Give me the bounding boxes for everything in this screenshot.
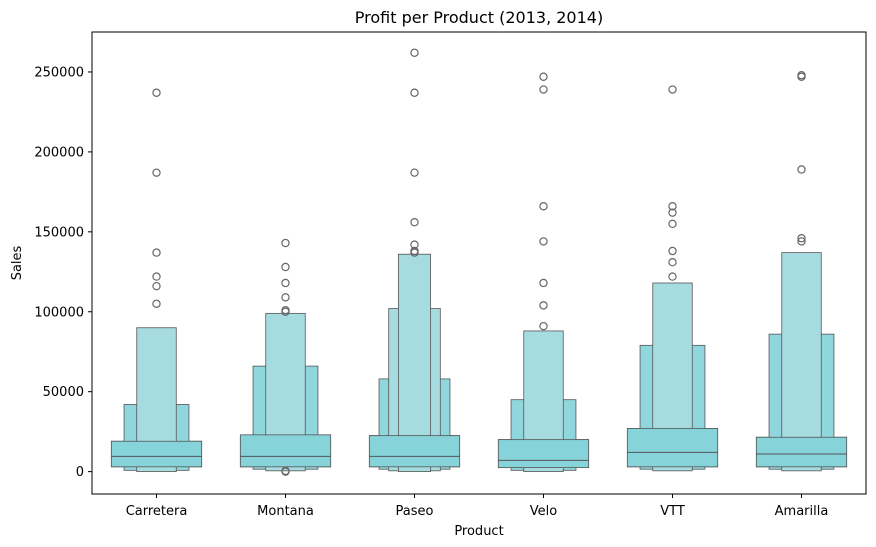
y-axis-title: Sales (10, 245, 25, 280)
x-tick-label: Carretera (126, 504, 188, 519)
y-tick-label: 0 (76, 465, 84, 480)
outlier-point (797, 165, 806, 174)
y-tick-label: 200000 (34, 145, 84, 160)
outlier-point (797, 237, 806, 246)
outlier-point (539, 278, 548, 288)
outlier-point (668, 202, 677, 211)
box-montana (239, 238, 332, 476)
x-tick-label: Amarilla (775, 504, 829, 519)
outlier-point (281, 278, 290, 288)
plot-area-frame (91, 31, 867, 495)
box-vtt (626, 85, 719, 472)
outlier-point (281, 467, 290, 476)
outlier-point (410, 248, 419, 257)
box-center (110, 440, 203, 468)
outlier-point (152, 299, 161, 308)
outlier-point (539, 72, 548, 81)
box-paseo (368, 48, 461, 473)
outlier-point (668, 85, 677, 94)
box-center (755, 436, 848, 468)
outlier-point (539, 301, 548, 310)
outlier-point (281, 238, 290, 248)
box-center (626, 428, 719, 468)
x-axis-title: Product (454, 524, 503, 539)
outlier-point (152, 248, 161, 257)
outlier-point (152, 168, 161, 177)
box-center (497, 439, 590, 469)
outlier-point (539, 202, 548, 211)
y-tick-label: 250000 (34, 65, 84, 80)
box-velo (497, 72, 590, 473)
outlier-point (410, 240, 419, 249)
outlier-point (410, 48, 419, 57)
box-center (239, 434, 332, 468)
box-center (368, 435, 461, 468)
outlier-point (668, 258, 677, 267)
outlier-point (281, 293, 290, 302)
x-tick-label: VTT (660, 504, 685, 519)
outlier-point (668, 208, 677, 217)
outlier-point (668, 272, 677, 281)
outlier-point (281, 262, 290, 272)
chart-title: Profit per Product (2013, 2014) (355, 8, 603, 27)
outlier-point (410, 88, 419, 97)
box-level (781, 252, 822, 472)
box-carretera (110, 88, 203, 473)
y-axis: 0 50000 100000 150000 200000 250000 (34, 65, 92, 480)
x-tick-label: Paseo (396, 504, 434, 519)
outlier-point (410, 218, 419, 227)
x-tick-label: Montana (257, 504, 314, 519)
outlier-point (281, 307, 290, 316)
outlier-point (797, 234, 806, 243)
outlier-point (152, 281, 161, 291)
y-tick-label: 100000 (34, 305, 84, 320)
x-axis: Carretera Montana Paseo Velo VTT Amarilla (126, 494, 829, 519)
box-amarilla (755, 70, 848, 472)
outlier-point (539, 85, 548, 94)
outlier-point (152, 272, 161, 281)
outlier-point (539, 321, 548, 331)
outlier-point (797, 72, 806, 81)
y-tick-label: 50000 (43, 385, 84, 400)
x-tick-label: Velo (530, 504, 557, 519)
outlier-point (668, 246, 677, 256)
y-tick-label: 150000 (34, 225, 84, 240)
outlier-point (410, 168, 419, 177)
boxen-plot (110, 48, 848, 476)
outlier-point (152, 88, 161, 97)
outlier-point (539, 237, 548, 246)
outlier-point (668, 219, 677, 229)
